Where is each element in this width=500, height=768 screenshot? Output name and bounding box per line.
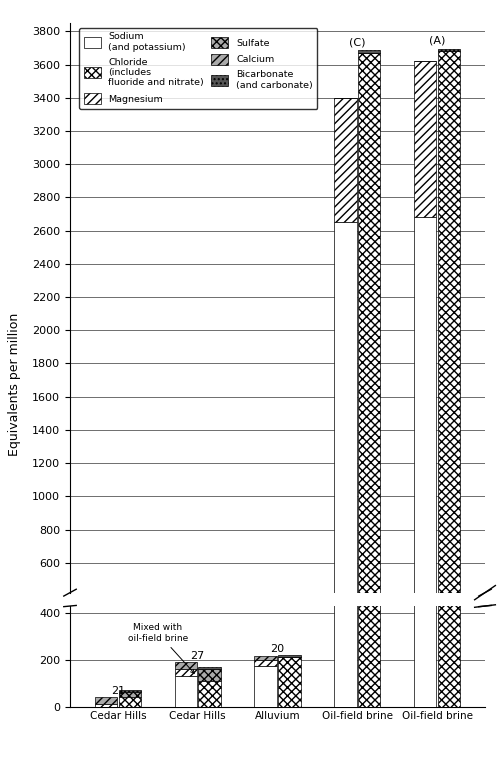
Text: Equivalents per million: Equivalents per million (8, 313, 22, 455)
Bar (174, 676, 197, 707)
Bar (438, 0, 460, 707)
Text: Mixed with
oil-field brine: Mixed with oil-field brine (128, 623, 194, 674)
Bar (94, 655, 117, 660)
Bar (254, 660, 276, 666)
Bar (438, 51, 460, 662)
Bar (278, 626, 300, 627)
Text: (A): (A) (429, 35, 446, 45)
Text: 27: 27 (190, 651, 205, 661)
Bar (358, 51, 380, 53)
Text: (C): (C) (349, 37, 366, 47)
Bar (94, 697, 117, 703)
Bar (198, 644, 221, 662)
Bar (174, 669, 197, 676)
Bar (198, 667, 221, 669)
Bar (414, 80, 436, 707)
Bar (278, 655, 300, 657)
Bar (118, 690, 141, 692)
Bar (438, 49, 460, 51)
Bar (334, 98, 356, 222)
Bar (198, 634, 221, 636)
Bar (414, 0, 436, 80)
Bar (254, 666, 276, 707)
Bar (414, 61, 436, 217)
Bar (174, 631, 197, 636)
Bar (358, 0, 380, 707)
Text: 21: 21 (111, 686, 125, 696)
Bar (334, 222, 356, 662)
Bar (198, 669, 221, 681)
Bar (254, 629, 276, 634)
Bar (94, 660, 117, 662)
Bar (118, 692, 141, 697)
Bar (334, 0, 356, 87)
Bar (174, 636, 197, 641)
Bar (254, 626, 276, 629)
Text: 20: 20 (270, 644, 284, 654)
Bar (334, 87, 356, 707)
Bar (358, 53, 380, 662)
Bar (118, 651, 141, 652)
Bar (118, 697, 141, 707)
Bar (278, 657, 300, 707)
Bar (118, 652, 141, 655)
Bar (94, 703, 117, 707)
Bar (174, 662, 197, 669)
Bar (278, 627, 300, 662)
Bar (118, 655, 141, 662)
Bar (254, 634, 276, 662)
Bar (414, 217, 436, 662)
Bar (174, 641, 197, 662)
Bar (254, 656, 276, 660)
Bar (198, 636, 221, 644)
Bar (198, 681, 221, 707)
Legend: Sodium
(and potassium), Chloride
(includes
fluoride and nitrate), Magnesium, Sul: Sodium (and potassium), Chloride (includ… (79, 28, 318, 108)
